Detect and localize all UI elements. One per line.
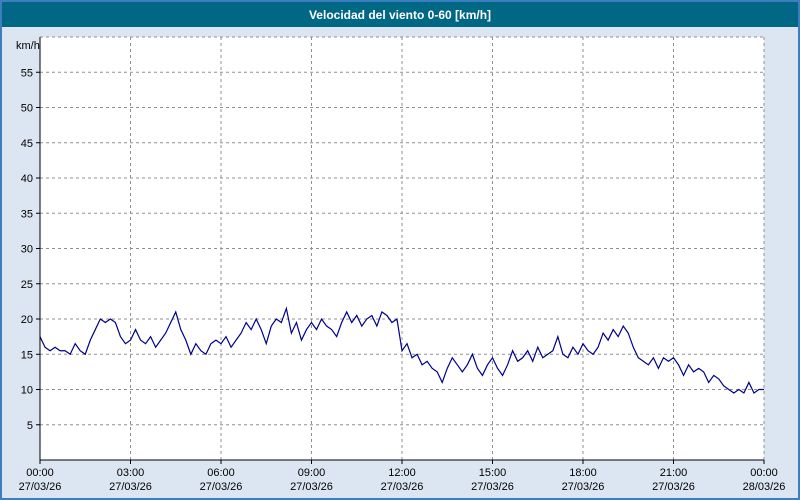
chart-area: 5 10 15 20 25 30 35 40 45 50 55 00:00 27/03/26 03:00 2…	[2, 27, 798, 498]
x-date-label: 27/03/26	[381, 481, 424, 493]
y-tick-label: 55	[21, 67, 33, 79]
y-axis-unit-label: km/h	[16, 40, 40, 52]
wind-speed-line	[39, 306, 764, 394]
x-tick-label: 18:00	[569, 467, 597, 479]
x-tick-label: 03:00	[117, 467, 145, 479]
y-tick-label: 10	[21, 385, 33, 397]
x-date-label: 27/03/26	[471, 481, 514, 493]
y-tick-label: 25	[21, 279, 33, 291]
y-tick-label: 50	[21, 103, 33, 115]
x-date-label: 27/03/26	[200, 481, 243, 493]
x-date-label: 27/03/26	[19, 481, 62, 493]
y-tick-label: 40	[21, 173, 33, 185]
y-tick-label: 45	[21, 138, 33, 150]
chart-title: Velocidad del viento 0-60 [km/h]	[308, 7, 492, 22]
x-date-label: 27/03/26	[652, 481, 695, 493]
x-tick-label: 15:00	[479, 467, 507, 479]
x-date-label: 28/03/26	[743, 481, 786, 493]
y-tick-label: 30	[21, 244, 33, 256]
x-date-label: 27/03/26	[562, 481, 605, 493]
x-tick-label: 00:00	[26, 467, 54, 479]
wind-speed-chart: 5 10 15 20 25 30 35 40 45 50 55 00:00 27/03/26 03:00 2…	[16, 36, 786, 493]
y-tick-label: 5	[27, 420, 33, 432]
x-tick-label: 21:00	[660, 467, 688, 479]
x-tick-label: 12:00	[388, 467, 416, 479]
x-date-label: 27/03/26	[109, 481, 152, 493]
x-tick-label: 09:00	[298, 467, 326, 479]
x-date-label: 27/03/26	[290, 481, 333, 493]
chart-title-bar: Velocidad del viento 0-60 [km/h]	[2, 2, 798, 27]
y-tick-label: 20	[21, 314, 33, 326]
x-tick-label: 00:00	[750, 467, 778, 479]
y-tick-label: 35	[21, 208, 33, 220]
y-tick-label: 15	[21, 349, 33, 361]
x-tick-label: 06:00	[207, 467, 235, 479]
